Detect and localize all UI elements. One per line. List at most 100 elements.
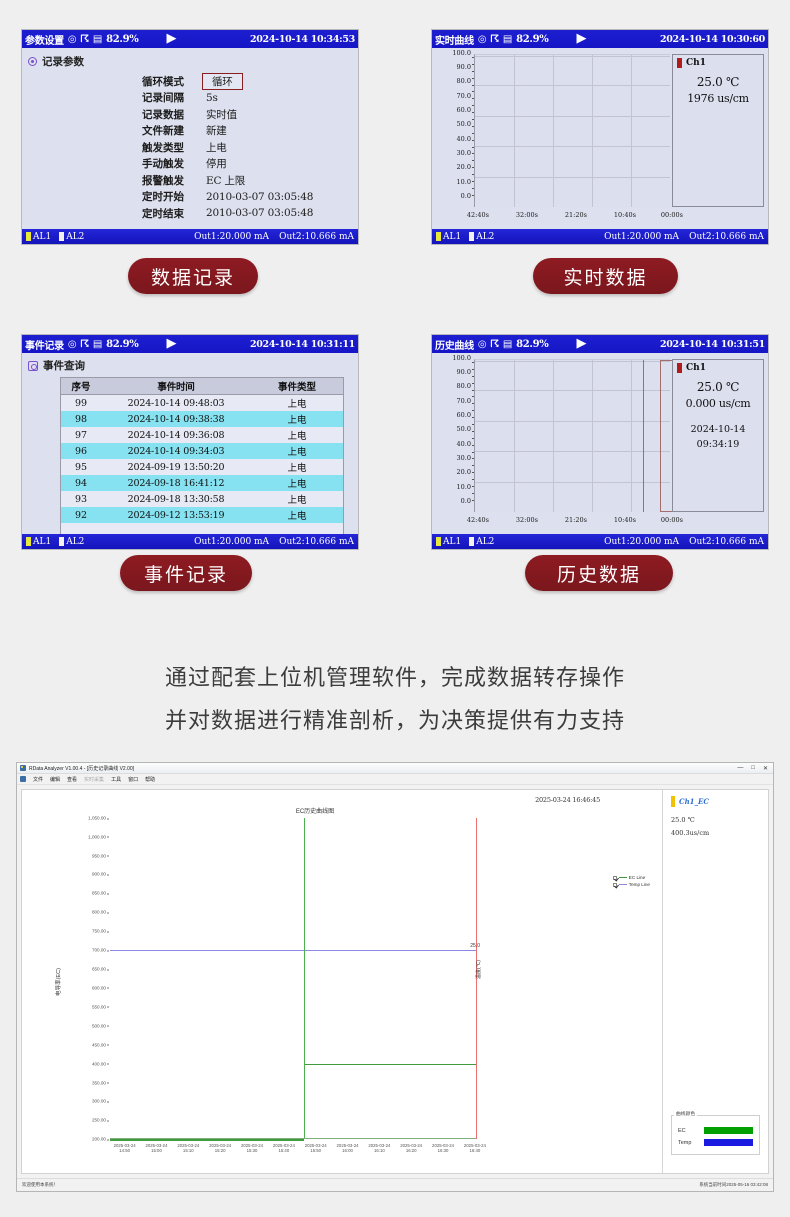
y-tick: 80.0: [456, 77, 471, 86]
params-row-value[interactable]: EC 上限: [206, 174, 246, 187]
history-readout-panel: Ch1 25.0 ℃ 0.000 us/cm 2024-10-14 09:34:…: [672, 359, 764, 512]
chart-y-tick: 950.00: [91, 853, 110, 859]
x-tick: 10:40s: [613, 516, 636, 524]
params-row-value[interactable]: 循环: [202, 72, 243, 90]
legend-item-temp[interactable]: Temp Line: [612, 881, 650, 888]
curve-color-swatch-ec[interactable]: [704, 1127, 753, 1134]
realtime-channel: Ch1: [677, 58, 759, 68]
params-row-value[interactable]: 停用: [206, 158, 227, 171]
chart-y-tick: 700.00: [91, 947, 110, 953]
table-row[interactable]: 93 2024-09-18 13:30:58 上电: [61, 491, 343, 507]
battery-percent: 82.9%: [516, 33, 549, 45]
chart-y-tick: 1,000.00: [88, 834, 109, 840]
params-row[interactable]: 文件新建 新建: [142, 123, 358, 140]
device-screen-realtime: 实时曲线 ◎ ☈ ▤ 82.9% ▶ 2024-10-14 10:30:60 1…: [431, 29, 769, 245]
menu-item-tools[interactable]: 工具: [111, 776, 122, 783]
maximize-button[interactable]: □: [751, 765, 755, 771]
close-button[interactable]: ✕: [762, 765, 768, 772]
out1-value: Out1:20.000 mA: [604, 536, 680, 547]
menu-item-file[interactable]: 文件: [33, 776, 44, 783]
y-tick: 20.0: [456, 468, 471, 477]
curve-color-item-temp[interactable]: Temp: [678, 1139, 753, 1146]
params-title: 参数设置: [25, 35, 64, 47]
params-row-value[interactable]: 新建: [206, 125, 227, 138]
params-row-value[interactable]: 5s: [206, 91, 218, 104]
y-tick: 60.0: [456, 106, 471, 114]
legend-checkbox-ec[interactable]: [612, 875, 617, 880]
table-row[interactable]: 94 2024-09-18 16:41:12 上电: [61, 475, 343, 491]
params-row[interactable]: 定时结束 2010-03-07 03:05:48: [142, 205, 358, 222]
table-row[interactable]: 96 2024-10-14 09:34:03 上电: [61, 443, 343, 459]
params-row[interactable]: 循环模式 循环: [142, 72, 358, 90]
table-row[interactable]: 92 2024-09-12 13:53:19 上电: [61, 507, 343, 523]
chart-marker-green[interactable]: [303, 818, 305, 1139]
y-tick: 90.0: [456, 63, 471, 72]
params-row[interactable]: 记录间隔 5s: [142, 90, 358, 107]
menu-item-window[interactable]: 窗口: [128, 776, 139, 783]
params-row-list: 循环模式 循环 记录间隔 5s 记录数据 实时值 文件新建 新建 触发类型: [22, 72, 358, 222]
x-tick: 00:00s: [660, 516, 683, 524]
target-icon: ◎: [67, 33, 77, 45]
y-tick: 50.0: [456, 120, 471, 129]
legend-checkbox-temp[interactable]: [612, 882, 617, 887]
al1-label: AL1: [33, 536, 52, 547]
realtime-x-axis: 42:40s 32:00s 21:20s 10:40s 00:00s: [467, 211, 683, 223]
y-tick: 30.0: [456, 148, 471, 157]
chart-y-tick: 300.00: [91, 1098, 110, 1104]
al1-chip: [436, 232, 441, 241]
curve-color-swatch-temp[interactable]: [704, 1139, 753, 1146]
params-row-value[interactable]: 上电: [206, 141, 227, 154]
y-tick: 10.0: [456, 177, 471, 186]
params-row[interactable]: 定时开始 2010-03-07 03:05:48: [142, 189, 358, 206]
pc-titlebar[interactable]: RData Analyzer V1.00.4 - [历史记录曲线 V2.00] …: [17, 763, 773, 774]
table-row[interactable]: 95 2024-09-19 13:50:20 上电: [61, 459, 343, 475]
chart-marker-red[interactable]: [476, 818, 477, 1139]
params-row-value[interactable]: 2010-03-07 03:05:48: [206, 190, 314, 203]
row-type: 上电: [287, 415, 307, 426]
y-tick: 100.0: [452, 353, 471, 362]
right-panel-temp-value: 25.0 ℃: [671, 816, 695, 824]
al1-label: AL1: [443, 536, 462, 547]
params-row-value[interactable]: 实时值: [206, 108, 237, 121]
params-row[interactable]: 触发类型 上电: [142, 139, 358, 156]
events-table: 序号 事件时间 事件类型 99 2024-10-14 09:48:03 上电 9…: [60, 377, 344, 538]
alarm-2: AL2: [469, 232, 494, 242]
minimize-button[interactable]: —: [737, 765, 744, 771]
channel-label: Ch1_EC: [679, 797, 709, 806]
legend-item-ec[interactable]: EC Line: [612, 874, 650, 881]
menu-item-edit[interactable]: 编辑: [50, 776, 61, 783]
realtime-chart: 100.0 90.0 80.0 70.0 60.0 50.0 40.0 30.0…: [432, 48, 768, 229]
sdcard-icon: ▤: [502, 338, 513, 350]
menu-item-help[interactable]: 帮助: [145, 776, 156, 783]
chart-y-tick: 600.00: [91, 985, 110, 991]
signal-icon: ☈: [80, 33, 89, 45]
window-controls: — □ ✕: [737, 765, 770, 772]
column-header-no: 序号: [71, 382, 91, 393]
params-row[interactable]: 记录数据 实时值: [142, 106, 358, 123]
menu-item-view[interactable]: 查看: [67, 776, 78, 783]
out2-value: Out2:10.666 mA: [279, 536, 354, 547]
history-channel: Ch1: [677, 363, 759, 373]
y-tick: 40.0: [456, 439, 471, 448]
realtime-statusbar: AL1 AL2 Out1:20.000 mA Out2:10.666 mA: [432, 229, 768, 244]
chart-y-tick: 650.00: [91, 966, 110, 972]
params-row[interactable]: 报警触发 EC 上限: [142, 172, 358, 189]
curve-color-item-ec[interactable]: EC: [678, 1127, 753, 1134]
channel-color-swatch: [671, 796, 675, 807]
row-type: 上电: [287, 447, 307, 458]
y-tick: 10.0: [456, 482, 471, 491]
events-statusbar: AL1 AL2 Out1:20.000 mA Out2:10.666 mA: [22, 534, 358, 549]
params-row-value[interactable]: 2010-03-07 03:05:48: [206, 207, 314, 220]
y-tick: 0.0: [460, 191, 471, 200]
x-tick: 00:00s: [660, 211, 683, 219]
series-ec-line-high: [303, 1063, 476, 1065]
history-cursor-line[interactable]: [642, 360, 644, 512]
table-row[interactable]: 97 2024-10-14 09:36:08 上电: [61, 427, 343, 443]
table-row[interactable]: 99 2024-10-14 09:48:03 上电: [61, 395, 343, 411]
table-row[interactable]: 98 2024-10-14 09:38:38 上电: [61, 411, 343, 427]
ec-value: 0.000 us/cm: [685, 397, 751, 410]
alarm-1: AL1: [436, 232, 461, 242]
chart-y-tick: 400.00: [91, 1061, 110, 1067]
chart-x-tick: 2025-03-24 15:50: [304, 1143, 327, 1153]
params-row[interactable]: 手动触发 停用: [142, 156, 358, 173]
